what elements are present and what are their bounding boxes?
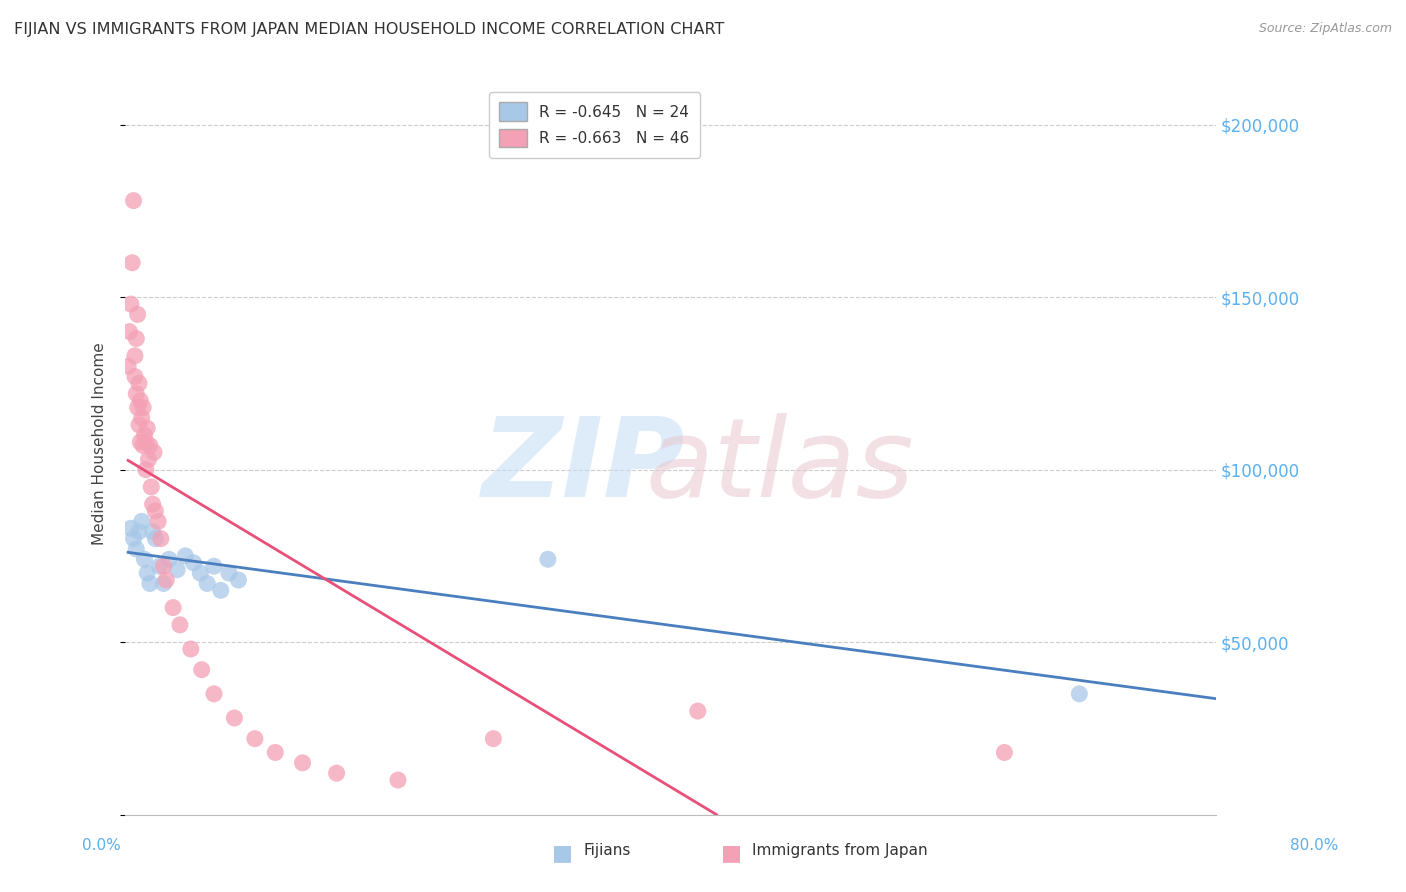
Point xyxy=(145,532,167,546)
Point xyxy=(218,566,240,581)
Text: 80.0%: 80.0% xyxy=(1291,838,1339,854)
Point xyxy=(129,435,152,450)
Point xyxy=(136,566,159,581)
Text: 0.0%: 0.0% xyxy=(82,838,121,854)
Point xyxy=(124,349,146,363)
Point xyxy=(686,704,709,718)
Text: Immigrants from Japan: Immigrants from Japan xyxy=(752,843,928,858)
Point xyxy=(131,515,153,529)
Point xyxy=(202,559,225,574)
Text: ZIP: ZIP xyxy=(481,412,685,519)
Point xyxy=(129,393,152,408)
Point xyxy=(195,576,218,591)
Point xyxy=(127,307,149,321)
Point xyxy=(141,480,163,494)
Point xyxy=(188,566,211,581)
Text: FIJIAN VS IMMIGRANTS FROM JAPAN MEDIAN HOUSEHOLD INCOME CORRELATION CHART: FIJIAN VS IMMIGRANTS FROM JAPAN MEDIAN H… xyxy=(14,22,724,37)
Point xyxy=(155,573,177,587)
Point xyxy=(121,255,143,269)
Point xyxy=(243,731,266,746)
Point xyxy=(135,435,157,450)
Point xyxy=(131,410,153,425)
Point xyxy=(143,445,166,459)
Point xyxy=(1069,687,1091,701)
Point xyxy=(152,576,174,591)
Point xyxy=(993,746,1015,760)
Y-axis label: Median Household Income: Median Household Income xyxy=(93,343,107,545)
Point xyxy=(139,438,162,452)
Point xyxy=(148,559,170,574)
Point xyxy=(157,552,180,566)
Point xyxy=(166,563,188,577)
Point xyxy=(125,541,148,556)
Point xyxy=(135,463,157,477)
Point xyxy=(149,532,172,546)
Point xyxy=(120,297,142,311)
Point xyxy=(325,766,347,780)
Point xyxy=(169,618,191,632)
Point xyxy=(122,532,145,546)
Text: ■: ■ xyxy=(553,843,572,863)
Point xyxy=(145,504,167,518)
Text: ■: ■ xyxy=(721,843,741,863)
Point xyxy=(209,583,232,598)
Point xyxy=(136,421,159,435)
Text: atlas: atlas xyxy=(645,412,914,519)
Point xyxy=(132,438,155,452)
Point xyxy=(128,417,150,432)
Point xyxy=(117,359,139,373)
Point xyxy=(152,559,174,574)
Point xyxy=(162,600,184,615)
Point xyxy=(127,401,149,415)
Point xyxy=(190,663,212,677)
Point xyxy=(125,332,148,346)
Point xyxy=(183,556,205,570)
Point xyxy=(134,552,156,566)
Point xyxy=(228,573,250,587)
Point xyxy=(124,369,146,384)
Point xyxy=(128,524,150,539)
Point xyxy=(122,194,145,208)
Text: Fijians: Fijians xyxy=(583,843,631,858)
Point xyxy=(202,687,225,701)
Point xyxy=(387,773,409,788)
Point xyxy=(138,452,160,467)
Point xyxy=(291,756,314,770)
Point xyxy=(118,325,141,339)
Point xyxy=(482,731,505,746)
Point xyxy=(134,428,156,442)
Point xyxy=(139,576,162,591)
Point xyxy=(120,521,142,535)
Point xyxy=(128,376,150,391)
Point xyxy=(264,746,287,760)
Point xyxy=(142,524,165,539)
Point xyxy=(180,642,202,657)
Point xyxy=(174,549,197,563)
Point xyxy=(537,552,560,566)
Text: Source: ZipAtlas.com: Source: ZipAtlas.com xyxy=(1258,22,1392,36)
Point xyxy=(132,401,155,415)
Point xyxy=(224,711,246,725)
Point xyxy=(125,386,148,401)
Point xyxy=(146,515,169,529)
Point xyxy=(142,497,165,511)
Legend: R = -0.645   N = 24, R = -0.663   N = 46: R = -0.645 N = 24, R = -0.663 N = 46 xyxy=(488,92,700,158)
